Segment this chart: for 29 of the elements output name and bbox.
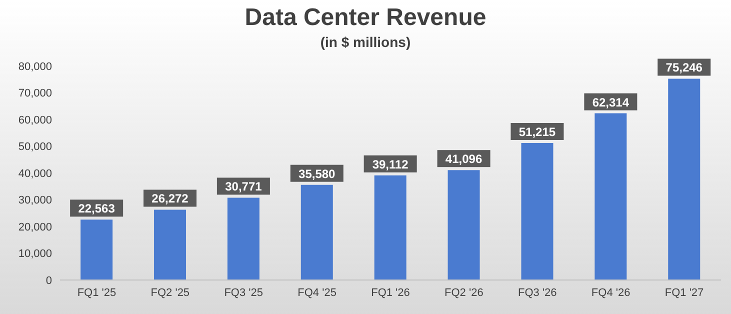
x-tick-label: FQ3 '25 xyxy=(224,286,264,299)
x-tick-label: FQ2 '26 xyxy=(444,286,484,299)
data-label: 30,771 xyxy=(225,180,262,194)
y-tick-label: 10,000 xyxy=(18,248,52,260)
x-tick-label: FQ1 '25 xyxy=(77,286,116,299)
y-tick-label: 40,000 xyxy=(18,168,52,180)
y-tick-label: 0 xyxy=(46,274,52,287)
x-tick-label: FQ1 '26 xyxy=(371,286,410,299)
y-tick-label: 50,000 xyxy=(18,141,52,154)
data-label: 62,314 xyxy=(592,95,630,110)
y-tick-label: 80,000 xyxy=(18,60,52,73)
y-tick-label: 70,000 xyxy=(18,88,52,100)
chart-subtitle: (in $ millions) xyxy=(319,34,412,52)
x-tick-label: FQ1 '27 xyxy=(664,286,704,299)
data-label: 39,112 xyxy=(372,157,409,172)
data-label: 22,563 xyxy=(78,202,116,216)
data-label: 75,246 xyxy=(666,60,703,75)
x-tick-label: FQ4 '25 xyxy=(298,286,336,299)
x-tick-label: FQ2 '25 xyxy=(150,286,190,299)
y-tick-label: 30,000 xyxy=(18,194,52,207)
y-tick-label: 20,000 xyxy=(18,221,52,234)
x-tick-label: FQ4 '26 xyxy=(591,286,630,299)
chart-title: Data Center Revenue xyxy=(244,3,488,33)
y-tick-label: 60,000 xyxy=(18,114,52,126)
data-label: 26,272 xyxy=(152,192,189,206)
data-label: 41,096 xyxy=(445,152,482,166)
data-label: 51,215 xyxy=(518,125,556,139)
x-tick-label: FQ3 '26 xyxy=(518,286,557,299)
data-label: 35,580 xyxy=(298,166,336,181)
